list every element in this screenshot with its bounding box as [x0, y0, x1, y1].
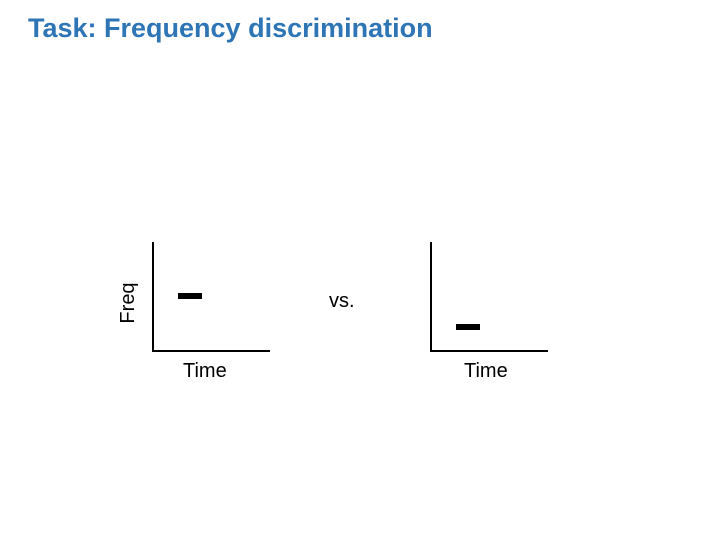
left-x-axis	[152, 350, 270, 352]
high-tone-bar	[178, 293, 202, 299]
left-y-axis	[152, 242, 154, 352]
left-time-label: Time	[183, 360, 227, 382]
versus-label: vs.	[329, 290, 355, 312]
right-plot	[430, 242, 548, 352]
right-y-axis	[430, 242, 432, 352]
low-tone-bar	[456, 324, 480, 330]
right-x-axis	[430, 350, 548, 352]
slide-title: Task: Frequency discrimination	[28, 13, 433, 43]
right-time-label: Time	[464, 360, 508, 382]
left-plot	[152, 242, 270, 352]
freq-axis-label: Freq	[117, 282, 139, 324]
